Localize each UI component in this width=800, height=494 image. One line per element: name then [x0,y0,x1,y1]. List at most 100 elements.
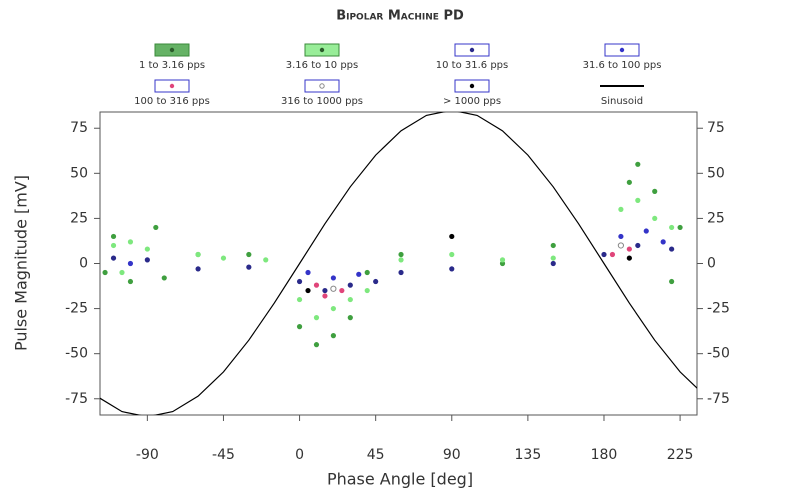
pd-point [499,260,506,267]
x-tick-label: 225 [667,447,694,463]
y2-tick-label: -25 [707,301,730,317]
pd-point [652,188,658,194]
pd-point [550,242,556,249]
y-tick-label: -75 [65,391,88,407]
y-tick-label: 0 [79,256,88,272]
legend-label: 31.6 to 100 pps [583,60,662,71]
y2-tick-label: -50 [707,346,730,362]
pd-point [449,251,455,258]
pd-point [296,324,303,330]
pd-point [313,315,320,321]
y2-tick-label: 0 [707,256,716,272]
legend-marker [619,47,625,53]
pd-point [195,266,201,272]
chart-title: Bipolar Machine PD [336,9,464,24]
y2-tick-label: -75 [707,391,730,407]
pd-point [313,282,320,288]
pd-point [617,242,624,249]
pd-point [144,246,150,252]
plot-area [100,112,697,415]
pd-point [161,275,167,281]
pd-point [102,269,108,276]
x-tick-label: 135 [515,447,542,463]
pd-point [127,278,134,285]
pd-point [618,233,624,240]
pd-point [677,224,683,231]
pd-point [330,305,336,312]
pd-point [398,257,404,263]
pd-point [398,269,404,276]
pd-point [195,251,201,258]
pd-point [347,282,353,288]
pd-point [144,257,150,263]
legend-marker [169,47,175,53]
pd-point [643,228,649,234]
pd-point [669,246,675,252]
y-tick-label: 50 [70,165,88,181]
pd-point [322,287,328,294]
pd-point [364,287,370,294]
y-tick-label: -25 [65,301,88,317]
pd-point [609,251,616,258]
pd-point [499,257,506,263]
pd-point [305,287,311,294]
y-tick-label: 75 [70,120,88,136]
legend-marker [319,83,325,89]
x-tick-label: 45 [367,447,385,463]
pd-point [626,246,632,252]
pd-point [398,251,404,258]
pd-point [322,293,328,299]
pd-point [550,260,556,267]
pd-point [246,251,252,258]
pd-point [347,315,353,321]
pd-point [110,233,117,240]
pd-point [127,239,134,245]
legend-label: 1 to 3.16 pps [139,60,205,71]
pd-point [618,206,624,212]
pd-point [660,239,666,245]
pd-point [347,296,353,303]
x-tick-label: 90 [443,447,461,463]
pd-point [449,233,455,240]
pd-point [364,269,370,276]
pd-point [635,242,641,249]
y-tick-label: 25 [70,210,88,226]
pd-point [330,333,336,339]
pd-point [601,251,607,258]
pd-point [153,224,159,231]
legend-label: > 1000 pps [443,96,501,107]
pd-point [550,255,556,261]
pd-point [110,242,117,249]
sine-line [100,112,697,415]
legend-marker [469,47,475,53]
legend-label: 10 to 31.6 pps [436,60,508,71]
pd-point [635,161,641,167]
y-axis-label: Pulse Magnitude [mV] [12,175,31,351]
pd-point [330,275,336,281]
y-tick-label: -50 [65,346,88,362]
pd-point [296,296,303,303]
pd-point [669,278,675,285]
y2-tick-label: 25 [707,210,725,226]
x-tick-label: -90 [136,447,159,463]
pd-point [356,271,362,277]
pd-point [220,255,227,261]
x-tick-label: 180 [591,447,618,463]
x-axis-label: Phase Angle [deg] [327,470,473,489]
pd-point [339,287,345,294]
y2-tick-label: 75 [707,120,725,136]
legend-label: 316 to 1000 pps [281,96,363,107]
legend-label: 100 to 316 pps [134,96,210,107]
plot-frame [99,111,698,416]
legend-marker [469,83,475,89]
pd-point [246,264,252,270]
x-tick-label: -45 [212,447,235,463]
pd-point [330,285,337,292]
pd-point [626,255,632,261]
pd-point [652,215,658,222]
legend-label: 3.16 to 10 pps [286,60,358,71]
pd-point [373,278,379,285]
legend-label: Sinusoid [601,96,643,107]
pd-point [296,278,303,285]
